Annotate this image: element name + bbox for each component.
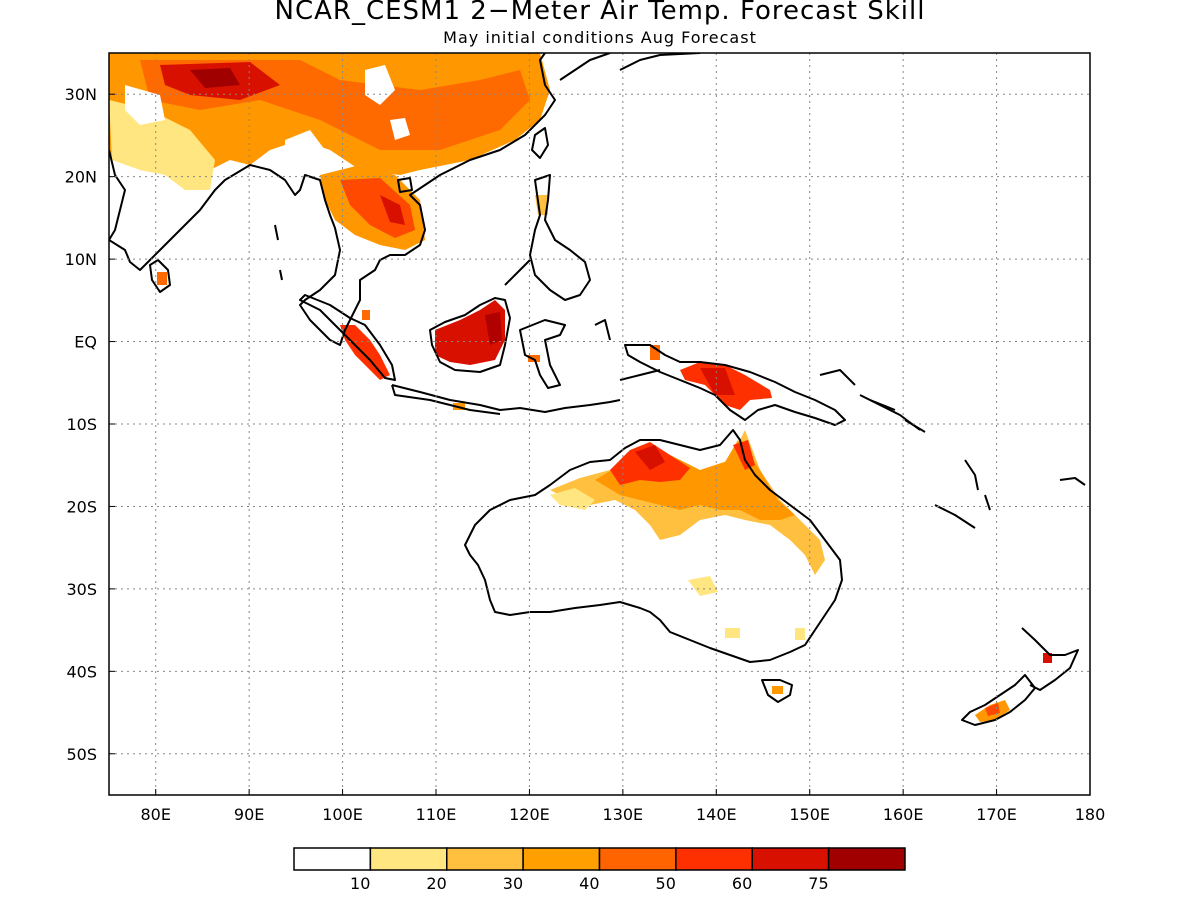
colorbar-swatch (446, 847, 524, 871)
coast-moluccas (594, 319, 661, 381)
lat-tick-label: 20S (66, 497, 97, 516)
lon-tick-label: 120E (509, 805, 550, 824)
coast-solomons (869, 399, 926, 433)
coast-new-guinea (624, 344, 846, 426)
colorbar-swatch (369, 847, 448, 871)
coast-vanuatu (964, 459, 991, 511)
coast-philippines (529, 174, 591, 301)
shading-top-end-dark (635, 445, 665, 470)
shading-borneo-darkest (485, 312, 502, 345)
plot-frame (108, 52, 1091, 796)
coast-nz-south (961, 674, 1036, 726)
skill-shading (109, 53, 1052, 722)
map-title: NCAR_CESM1 2−Meter Air Temp. Forecast Sk… (274, 0, 926, 26)
lat-tick-labels: 30N 20N 10N EQ 10S 20S 30S 40S 50S (65, 85, 115, 764)
colorbar-label: 40 (579, 874, 599, 893)
shading-white-patch4 (390, 118, 410, 140)
lat-tick-label: 20N (65, 168, 97, 187)
lon-tick-label: 180 (1075, 805, 1106, 824)
coast-new-caledonia (934, 504, 976, 529)
shading-kimberley (550, 488, 595, 510)
coast-australia (464, 429, 843, 663)
lon-tick-labels: 80E 90E 100E 110E 120E 130E 140E 150E 160E 170E 18… (140, 789, 1105, 824)
shading-se-aus1 (725, 628, 740, 638)
shading-tibet-darkest (190, 68, 240, 88)
shading-nz-south-dark (985, 703, 1000, 716)
colorbar-label: 20 (426, 874, 446, 893)
shading-white-patch3 (365, 65, 395, 105)
colorbar-swatch (751, 847, 830, 871)
shading-india-light (109, 100, 215, 190)
lon-tick-label: 170E (976, 805, 1017, 824)
coast-taiwan (531, 127, 549, 159)
coast-java (391, 384, 621, 415)
lat-tick-label: 30N (65, 85, 97, 104)
shading-central-aus (688, 576, 718, 596)
coast-hainan (397, 177, 413, 193)
lon-tick-label: 160E (883, 805, 924, 824)
coast-palawan (504, 259, 531, 286)
colorbar-swatch (598, 847, 677, 871)
lat-tick-label: 40S (66, 662, 97, 681)
map-subtitle: May initial conditions Aug Forecast (443, 28, 757, 47)
shading-sri-lanka (157, 272, 167, 285)
shading-ng-spot (650, 345, 660, 360)
colorbar-swatch (675, 847, 753, 871)
colorbar-label: 50 (656, 874, 676, 893)
lon-tick-label: 80E (140, 805, 170, 824)
lat-tick-label: 30S (66, 580, 97, 599)
coast-andaman (274, 224, 283, 281)
shading-sumatra-spot (362, 310, 370, 320)
coast-sulawesi (519, 319, 566, 389)
colorbar: 10 20 30 40 50 60 75 (293, 847, 906, 893)
shading-new-guinea-dark (700, 368, 735, 395)
coast-borneo (429, 297, 511, 373)
coast-asia (109, 53, 556, 346)
coast-tasmania (761, 679, 793, 703)
shading-se-aus2 (795, 628, 805, 640)
coast-sri-lanka (149, 259, 171, 293)
lon-tick-label: 140E (696, 805, 737, 824)
shading-sumatra (340, 325, 390, 380)
colorbar-swatch (522, 847, 601, 871)
colorbar-label: 60 (732, 874, 752, 893)
coast-fiji (1059, 477, 1086, 486)
coast-korea-japan (559, 53, 701, 81)
lon-tick-label: 130E (603, 805, 644, 824)
lat-tick-label: 10N (65, 250, 97, 269)
colorbar-swatch (827, 847, 906, 871)
coast-india-west (109, 149, 126, 241)
colorbar-label: 10 (350, 874, 370, 893)
coast-nz-north (1021, 627, 1079, 691)
coast-sumatra (299, 294, 396, 381)
shading-white-patch1 (125, 85, 165, 125)
lon-tick-label: 100E (322, 805, 363, 824)
colorbar-label: 75 (808, 874, 828, 893)
colorbar-swatch (293, 847, 372, 871)
shading-white-patch2 (285, 130, 325, 185)
colorbar-label: 30 (503, 874, 523, 893)
lat-tick-label: EQ (74, 333, 97, 352)
shading-tasmania (772, 686, 783, 694)
lat-tick-label: 10S (66, 415, 97, 434)
grid-lines (109, 53, 1090, 795)
coastlines (109, 53, 1086, 726)
shading-indochina-darkest (380, 195, 405, 225)
lon-tick-label: 150E (789, 805, 830, 824)
lon-tick-label: 90E (234, 805, 264, 824)
lon-tick-label: 110E (416, 805, 457, 824)
lat-tick-label: 50S (66, 745, 97, 764)
